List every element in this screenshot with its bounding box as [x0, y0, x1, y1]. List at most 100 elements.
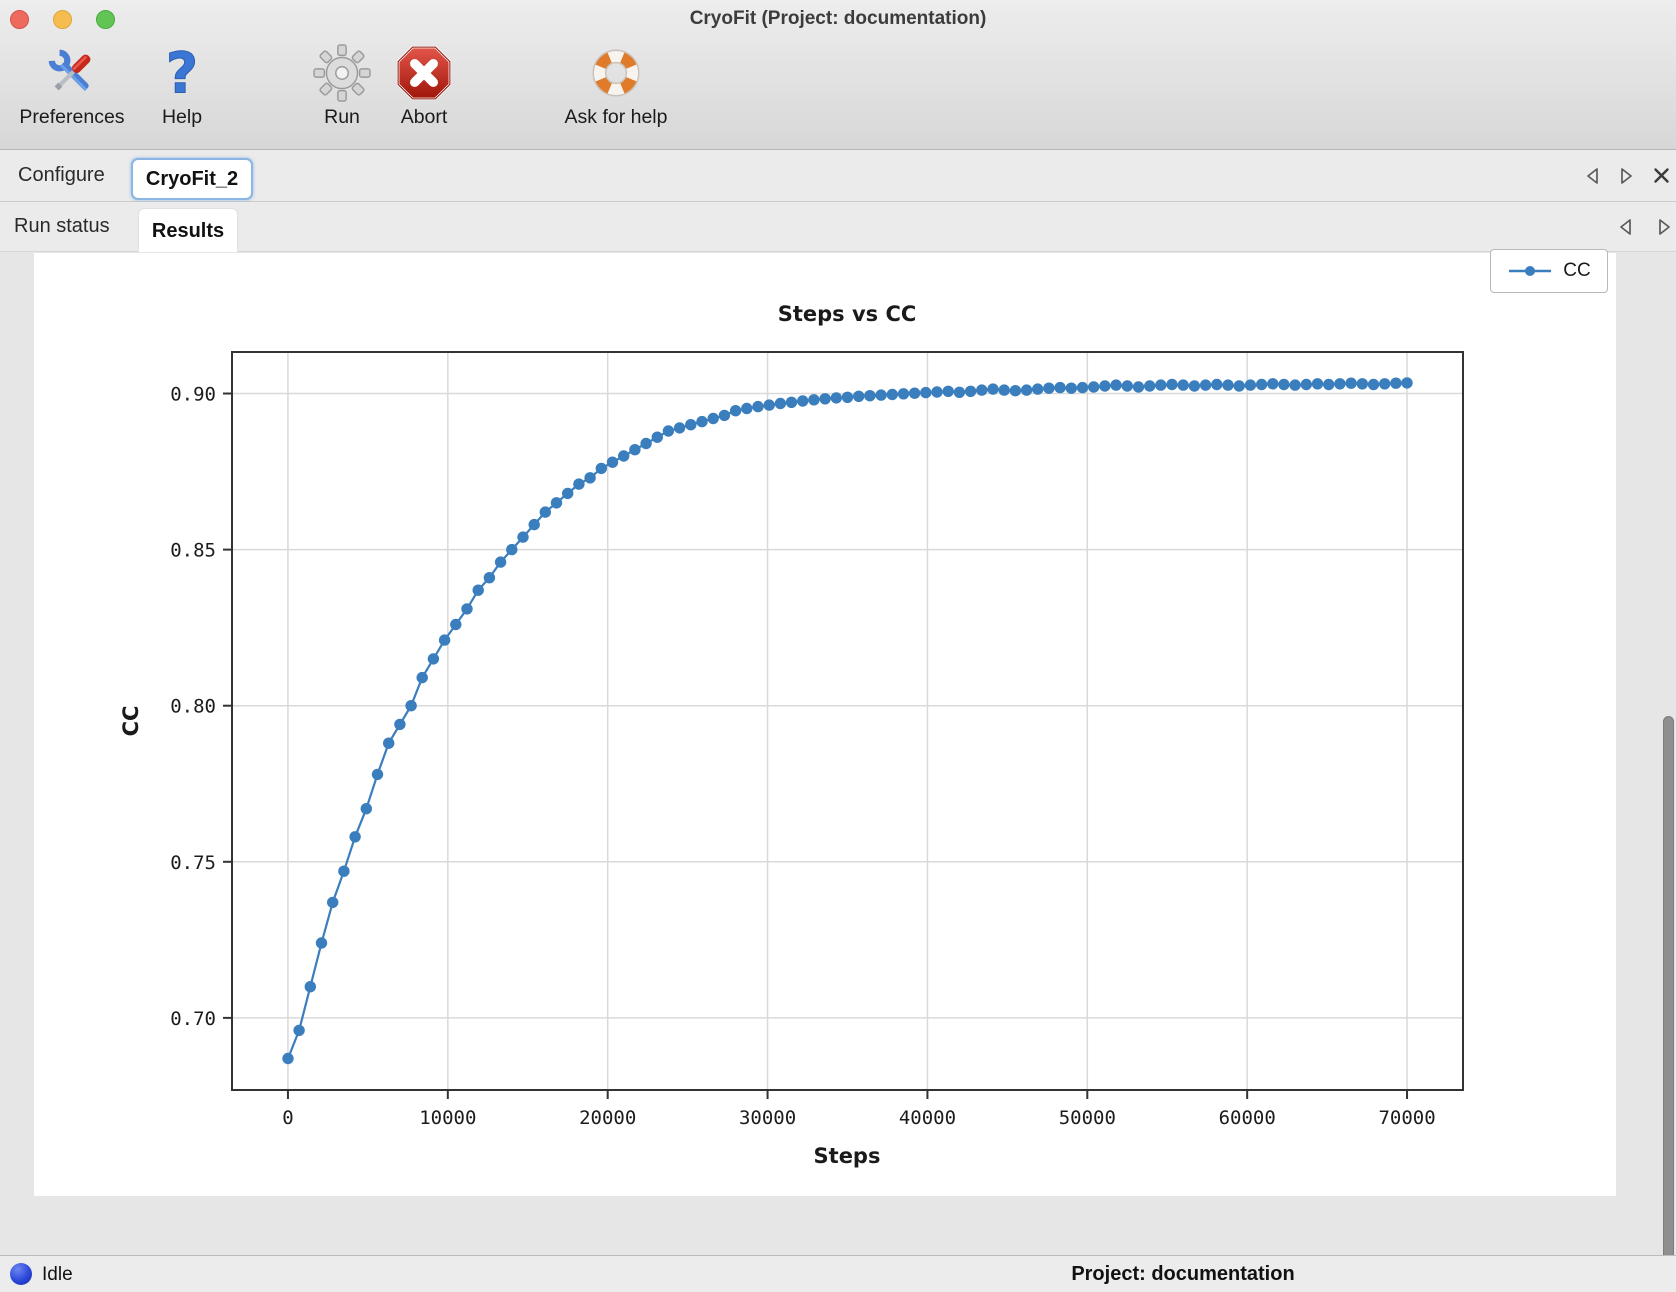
cc-data-point — [1144, 380, 1156, 392]
cc-data-point — [998, 384, 1010, 396]
cc-data-point — [293, 1024, 305, 1037]
cc-data-point — [327, 896, 339, 909]
cc-data-point — [506, 543, 518, 556]
cc-data-point — [1390, 377, 1402, 389]
minimize-window-button[interactable] — [53, 10, 72, 29]
cc-data-point — [1211, 378, 1223, 391]
legend-label: CC — [1563, 260, 1591, 281]
cc-data-point — [1155, 379, 1167, 391]
cc-data-point — [427, 653, 440, 665]
cc-data-point — [685, 419, 697, 431]
cc-data-point — [1300, 378, 1313, 391]
sub-tab-controls — [1618, 202, 1672, 251]
cc-data-point — [976, 384, 988, 396]
cc-data-point — [897, 388, 910, 400]
cc-data-point — [1020, 384, 1033, 396]
cc-data-point — [539, 506, 551, 518]
cc-data-point — [1043, 382, 1055, 394]
cc-data-point — [1323, 378, 1335, 391]
cc-data-point — [1367, 378, 1380, 391]
tab-scroll-left-icon[interactable] — [1585, 167, 1600, 185]
help-button[interactable]: ? Help — [122, 41, 242, 129]
main-tab-bar: Configure CryoFit_2 — [0, 150, 1676, 202]
vertical-scrollbar-thumb[interactable] — [1663, 716, 1674, 1270]
cc-data-point — [1188, 380, 1201, 392]
run-button[interactable]: Run — [282, 44, 402, 129]
tab-cryofit-2[interactable]: CryoFit_2 — [131, 158, 253, 200]
tab-scroll-right-icon[interactable] — [1619, 167, 1634, 185]
svg-text:?: ? — [166, 44, 198, 102]
zoom-window-button[interactable] — [96, 10, 115, 29]
cc-data-point — [584, 472, 596, 484]
tab-results[interactable]: Results — [138, 208, 238, 253]
y-tick-label: 0.85 — [170, 540, 216, 562]
cc-data-point — [629, 444, 641, 456]
cc-data-point — [416, 671, 428, 684]
x-axis-label: Steps — [814, 1144, 881, 1168]
ask-for-help-button[interactable]: Ask for help — [546, 44, 686, 129]
cc-data-point — [383, 737, 395, 749]
cc-data-point — [640, 437, 652, 450]
gear-icon — [313, 44, 371, 102]
preferences-button[interactable]: Preferences — [6, 44, 138, 129]
cc-data-point — [528, 518, 540, 531]
cc-data-point — [1244, 379, 1257, 391]
y-tick-label: 0.90 — [170, 384, 216, 406]
subtab-scroll-left-icon[interactable] — [1618, 218, 1633, 236]
y-axis-label: CC — [119, 706, 143, 737]
cc-data-point — [1132, 381, 1145, 393]
cc-data-point — [774, 397, 787, 410]
abort-label: Abort — [400, 106, 448, 128]
status-state: Idle — [42, 1264, 73, 1285]
status-project: Project: documentation — [1071, 1263, 1295, 1285]
cc-data-point — [1065, 382, 1078, 394]
help-label: Help — [161, 106, 203, 128]
sub-tab-bar: Run status Results — [0, 202, 1676, 253]
tab-configure[interactable]: Configure — [18, 164, 105, 186]
cc-data-point — [517, 531, 529, 543]
preferences-label: Preferences — [19, 106, 125, 128]
ask-for-help-label: Ask for help — [564, 106, 668, 128]
tab-run-status[interactable]: Run status — [14, 215, 110, 237]
steps-vs-cc-chart: Steps vs CC 0 10000 20000 30000 40000 50000 60… — [119, 302, 1464, 1168]
cc-data-point — [797, 395, 809, 407]
cc-data-point — [875, 389, 887, 401]
cc-data-point — [618, 450, 630, 462]
chart-legend: CC — [1490, 249, 1608, 293]
abort-button[interactable]: Abort — [364, 44, 484, 129]
cc-data-point — [763, 399, 775, 411]
cc-data-point — [673, 422, 686, 434]
cc-data-point — [472, 584, 484, 596]
tab-close-icon[interactable] — [1653, 167, 1670, 184]
cc-data-point — [1177, 379, 1189, 391]
x-tick-label: 20000 — [579, 1107, 636, 1129]
cc-data-point — [651, 431, 663, 443]
abort-icon — [395, 44, 453, 102]
cc-data-point — [1334, 378, 1346, 390]
axes-frame — [231, 351, 1464, 1091]
cc-data-point — [830, 392, 842, 404]
cc-data-point — [1401, 377, 1413, 389]
cc-data-point — [371, 768, 384, 781]
cc-data-point — [1199, 379, 1212, 391]
y-tick-label: 0.80 — [170, 696, 216, 718]
cc-data-point — [360, 803, 372, 815]
cc-data-point — [987, 383, 999, 395]
cc-data-point — [1054, 381, 1066, 394]
y-tick-label: 0.75 — [170, 852, 216, 874]
cc-data-point — [1311, 378, 1324, 390]
cc-data-point — [595, 462, 607, 475]
x-tick-label: 50000 — [1059, 1107, 1116, 1129]
close-window-button[interactable] — [10, 10, 29, 29]
legend-line-marker-icon — [1509, 266, 1552, 276]
lifebuoy-icon — [587, 44, 645, 102]
main-tab-controls — [1585, 150, 1670, 201]
cc-data-point — [662, 425, 675, 437]
cc-data-point — [964, 385, 977, 397]
subtab-scroll-right-icon[interactable] — [1657, 218, 1672, 236]
x-tick-label: 30000 — [739, 1107, 796, 1129]
cc-data-point — [1222, 379, 1234, 391]
y-tick-label: 0.70 — [170, 1008, 216, 1030]
cc-data-point — [1076, 381, 1089, 394]
cc-data-point — [1110, 379, 1122, 391]
